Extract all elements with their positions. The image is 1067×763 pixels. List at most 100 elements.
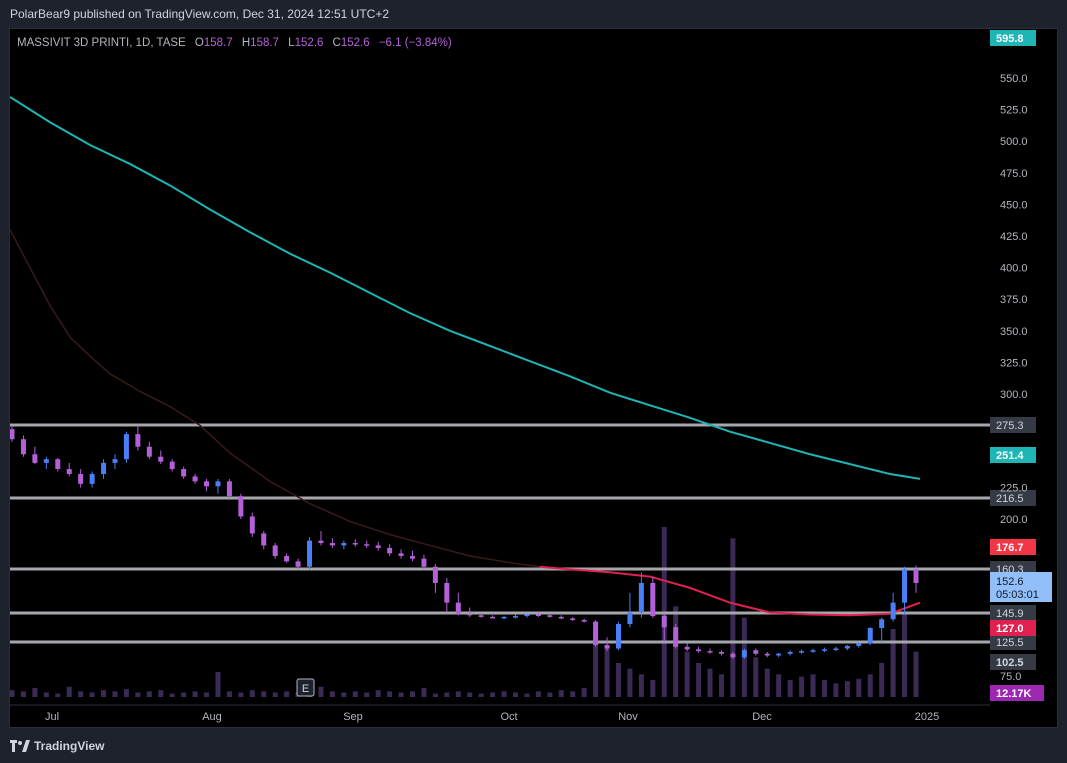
chart-frame[interactable]: 275.3 216.5 160.3 145.9 125.5 550.0 525.0 500.0… xyxy=(9,28,1058,728)
volume-bar xyxy=(226,691,232,697)
level-label-145.9: 145.9 xyxy=(996,608,1024,620)
candlestick-chart[interactable]: 275.3216.5160.3145.9125.5550.0525.0500.0… xyxy=(10,29,1057,727)
candle-body xyxy=(627,612,633,625)
legend-h-value: 158.7 xyxy=(250,37,279,49)
candle-body xyxy=(524,614,530,617)
volume-bar xyxy=(730,538,736,697)
volume-bar xyxy=(123,689,129,697)
candle-body xyxy=(101,462,107,474)
horizontal-levels xyxy=(10,423,990,644)
volume-bar xyxy=(192,691,198,697)
volume-bar xyxy=(215,672,221,697)
volume-bar xyxy=(547,692,553,697)
volume-bar xyxy=(444,692,450,697)
volume-bar xyxy=(375,690,381,697)
candle-body xyxy=(570,618,576,621)
price-label-bg-127.0 xyxy=(990,620,1036,636)
moving-averages xyxy=(10,96,921,617)
candle-body xyxy=(902,569,908,603)
price-label-bg-251.4 xyxy=(990,447,1036,463)
volume-bar xyxy=(593,629,599,697)
candle-body xyxy=(432,566,438,583)
earnings-marker-label: E xyxy=(302,683,309,695)
volume-bar xyxy=(181,692,187,697)
candle-body xyxy=(478,615,484,617)
candle-body xyxy=(799,651,805,653)
volume-bar xyxy=(318,686,324,697)
candle-body xyxy=(650,582,656,617)
volume-bar xyxy=(467,692,473,697)
candle-body xyxy=(32,454,38,463)
candle-body xyxy=(558,616,564,619)
level-label-bg-145.9 xyxy=(990,605,1036,621)
candle-body xyxy=(261,533,267,546)
volume-bar xyxy=(272,692,278,697)
legend-h-label: H xyxy=(242,37,250,49)
volume-bar xyxy=(158,690,164,697)
candle-body xyxy=(123,434,129,460)
candle-body xyxy=(364,544,370,546)
volume-bar xyxy=(787,680,793,697)
x-tick-Aug: Aug xyxy=(202,711,222,723)
candle-body xyxy=(78,473,84,484)
candle-body xyxy=(89,473,95,484)
y-tick-325.0: 325.0 xyxy=(1000,357,1028,369)
last-price-label: 152.6 xyxy=(996,576,1024,588)
candle-body xyxy=(158,456,164,462)
candle-body xyxy=(547,615,553,617)
x-tick-Dec: Dec xyxy=(752,711,772,723)
x-tick-Nov: Nov xyxy=(618,711,638,723)
publish-header: PolarBear9 published on TradingView.com,… xyxy=(0,0,1067,28)
candle-body xyxy=(192,476,198,482)
volume-bar xyxy=(490,692,496,697)
x-tick-Jul: Jul xyxy=(45,711,59,723)
candle-body xyxy=(249,516,255,534)
volume-bar xyxy=(398,692,404,697)
volume-bar xyxy=(55,693,61,697)
volume-bar xyxy=(867,674,873,697)
tradingview-logo[interactable]: TradingView xyxy=(10,739,104,753)
candle-body xyxy=(146,446,152,457)
sma-slow-line xyxy=(10,96,921,480)
candle-body xyxy=(730,653,736,658)
level-label-bg-216.5 xyxy=(990,490,1036,506)
y-tick-300.0: 300.0 xyxy=(1000,389,1028,401)
volume-bar xyxy=(238,692,244,697)
price-axis: 275.3216.5160.3145.9125.5550.0525.0500.0… xyxy=(990,29,1057,727)
candle-body xyxy=(604,645,610,649)
candle-body xyxy=(318,540,324,544)
candle-body xyxy=(238,496,244,517)
candle-body xyxy=(684,646,690,650)
candle-body xyxy=(718,652,724,654)
candle-body xyxy=(856,643,862,646)
volume-bar xyxy=(615,663,621,697)
price-label-251.4: 251.4 xyxy=(996,450,1024,462)
last-price-badge xyxy=(990,572,1052,602)
candle-body xyxy=(673,627,679,647)
candle-body xyxy=(581,620,587,622)
volume-bar xyxy=(799,676,805,697)
published-by-text: PolarBear9 published on TradingView.com,… xyxy=(10,7,390,21)
candle-body xyxy=(455,602,461,614)
level-label-275.3: 275.3 xyxy=(996,420,1024,432)
candle-body xyxy=(535,614,541,617)
candle-body xyxy=(387,547,393,554)
volume-bar xyxy=(810,674,816,697)
candle-body xyxy=(43,459,49,463)
level-label-125.5: 125.5 xyxy=(996,637,1024,649)
countdown-label: 05:03:01 xyxy=(996,589,1039,601)
volume-bar xyxy=(753,657,759,697)
candle-body xyxy=(787,652,793,654)
candle-body xyxy=(295,561,301,567)
earnings-marker[interactable]: E xyxy=(296,678,315,697)
legend-change: −6.1 (−3.84%) xyxy=(379,37,452,49)
sma-fast-line-past xyxy=(10,229,541,568)
candle-body xyxy=(398,553,404,556)
candle-body xyxy=(753,650,759,654)
volume-bar xyxy=(478,693,484,697)
y-tick-375.0: 375.0 xyxy=(1000,294,1028,306)
y-tick-450.0: 450.0 xyxy=(1000,199,1028,211)
volume-bar xyxy=(638,674,644,697)
volume-bar xyxy=(718,674,724,697)
candle-body xyxy=(410,555,416,559)
